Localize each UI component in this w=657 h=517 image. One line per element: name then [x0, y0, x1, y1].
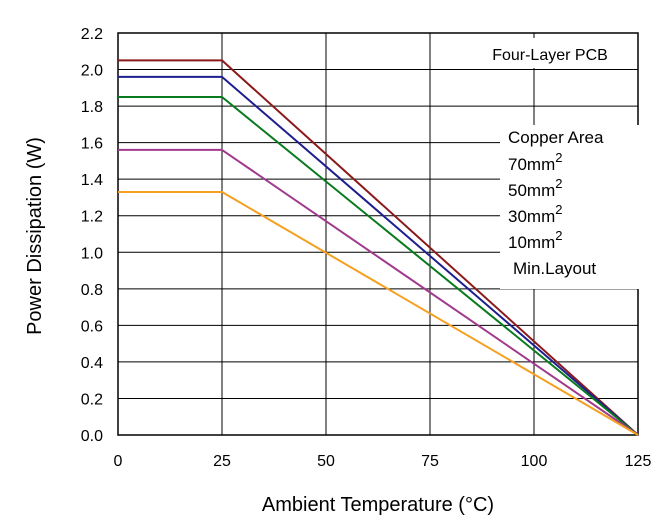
- x-tick-label: 100: [521, 453, 548, 470]
- y-tick-label: 2.2: [81, 26, 103, 43]
- y-tick-label: 2.0: [81, 63, 103, 80]
- y-tick-label: 1.6: [81, 136, 103, 153]
- x-axis-title: Ambient Temperature (°C): [262, 494, 494, 516]
- annotation-backdrop: [466, 38, 634, 68]
- x-tick-label: 75: [421, 453, 439, 470]
- legend-item-10mm: 10mm2: [508, 228, 562, 252]
- legend-backdrop: [500, 125, 640, 289]
- y-tick-label: 1.4: [81, 172, 103, 189]
- x-tick-label: 0: [114, 453, 123, 470]
- y-axis-title: Power Dissipation (W): [24, 137, 46, 335]
- y-tick-label: 0.8: [81, 282, 103, 299]
- x-tick-labels: 0 25 50 75 100 125: [114, 453, 652, 470]
- y-tick-label: 0.4: [81, 355, 103, 372]
- x-tick-label: 50: [317, 453, 335, 470]
- series-line-70mm: [118, 59, 639, 436]
- series-lines: [118, 59, 639, 436]
- y-tick-label: 0.2: [81, 391, 103, 408]
- legend-title: Copper Area: [508, 128, 604, 147]
- y-tick-label: 1.2: [81, 209, 103, 226]
- series-line-50mm: [118, 75, 639, 436]
- x-tick-label: 125: [625, 453, 652, 470]
- grid-lines: [117, 32, 639, 436]
- x-tick-label: 25: [213, 453, 231, 470]
- legend-item-70mm: 70mm2: [508, 150, 562, 174]
- y-tick-labels: 0.0 0.2 0.4 0.6 0.8 1.0 1.2 1.4 1.6 1.8 2.0 2.2: [81, 26, 103, 445]
- y-tick-label: 1.0: [81, 245, 103, 262]
- legend-item-50mm: 50mm2: [508, 176, 562, 200]
- legend-item-30mm: 30mm2: [508, 202, 562, 226]
- series-line-10mm: [118, 148, 639, 436]
- y-tick-label: 1.8: [81, 99, 103, 116]
- series-line-30mm: [118, 96, 639, 436]
- y-tick-label: 0.6: [81, 318, 103, 335]
- annotation-four-layer-pcb: Four-Layer PCB: [492, 47, 608, 64]
- y-tick-label: 0.0: [81, 428, 103, 445]
- series-line-min-layout: [118, 191, 639, 436]
- legend-item-min-layout: Min.Layout: [513, 259, 596, 278]
